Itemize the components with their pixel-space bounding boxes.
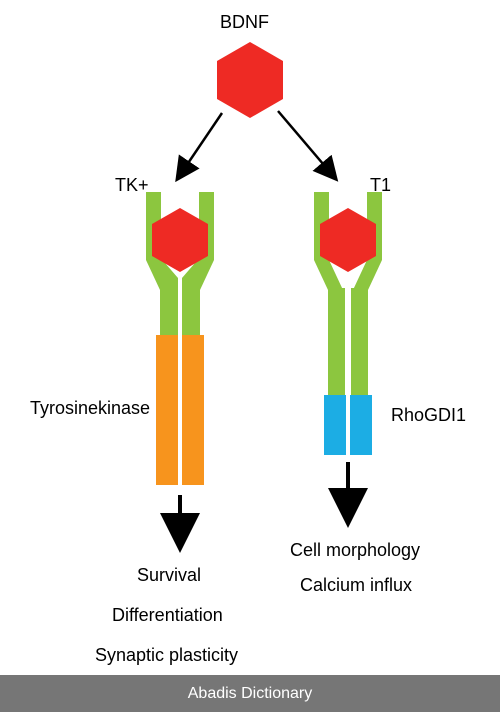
label-tk-plus: TK+ bbox=[115, 175, 149, 196]
label-morphology: Cell morphology bbox=[290, 540, 420, 561]
label-synaptic: Synaptic plasticity bbox=[95, 645, 238, 666]
arrow-to-tk bbox=[178, 113, 222, 178]
footer-bar: Abadis Dictionary bbox=[0, 675, 500, 712]
label-tyrosine: Tyrosinekinase bbox=[30, 398, 150, 419]
arrow-to-t1 bbox=[278, 111, 335, 178]
tyrosine-kinase-domain-right bbox=[182, 335, 204, 485]
label-calcium: Calcium influx bbox=[300, 575, 412, 596]
label-t1: T1 bbox=[370, 175, 391, 196]
diagram-svg bbox=[0, 0, 500, 675]
rhogdi-domain-left bbox=[324, 395, 346, 455]
label-bdnf: BDNF bbox=[220, 12, 269, 33]
bdnf-hexagon-top bbox=[217, 42, 283, 118]
tyrosine-kinase-domain-left bbox=[156, 335, 178, 485]
footer-text: Abadis Dictionary bbox=[188, 685, 313, 702]
label-differentiation: Differentiation bbox=[112, 605, 223, 626]
rhogdi-domain-right bbox=[350, 395, 372, 455]
label-rhogdi: RhoGDI1 bbox=[391, 405, 466, 426]
diagram-canvas: BDNF TK+ T1 Tyrosinekinase RhoGDI1 Survi… bbox=[0, 0, 500, 675]
label-survival: Survival bbox=[137, 565, 201, 586]
